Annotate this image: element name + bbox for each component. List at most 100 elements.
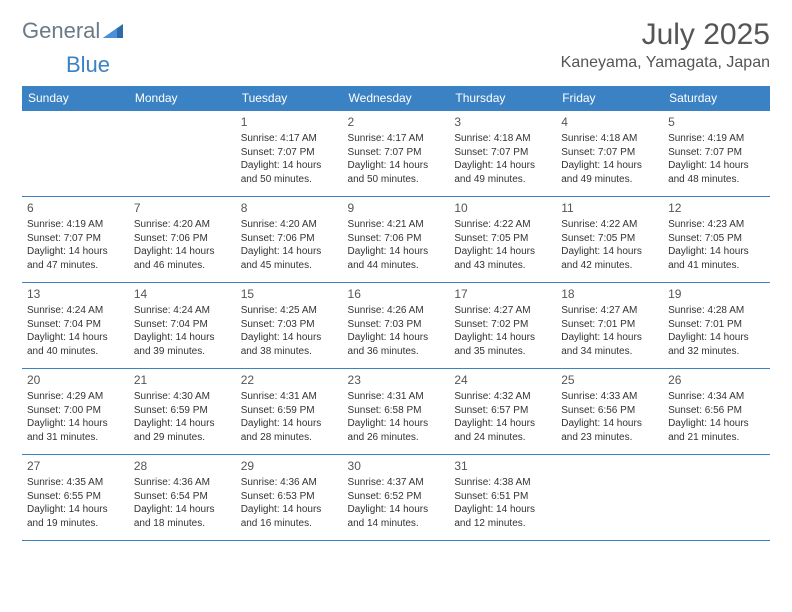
calendar-cell: 26Sunrise: 4:34 AMSunset: 6:56 PMDayligh… xyxy=(663,369,770,455)
day-number: 1 xyxy=(241,114,338,130)
daylight-text: and 50 minutes. xyxy=(241,173,338,187)
sunrise-text: Sunrise: 4:24 AM xyxy=(134,304,231,318)
daylight-text: Daylight: 14 hours xyxy=(348,503,445,517)
day-header: Wednesday xyxy=(343,86,450,111)
day-number: 29 xyxy=(241,458,338,474)
daylight-text: Daylight: 14 hours xyxy=(454,503,551,517)
sunset-text: Sunset: 7:03 PM xyxy=(348,318,445,332)
sunset-text: Sunset: 7:07 PM xyxy=(241,146,338,160)
sunset-text: Sunset: 7:07 PM xyxy=(348,146,445,160)
sunset-text: Sunset: 7:06 PM xyxy=(348,232,445,246)
sunset-text: Sunset: 6:54 PM xyxy=(134,490,231,504)
sunrise-text: Sunrise: 4:31 AM xyxy=(348,390,445,404)
daylight-text: Daylight: 14 hours xyxy=(561,159,658,173)
calendar-cell: 4Sunrise: 4:18 AMSunset: 7:07 PMDaylight… xyxy=(556,111,663,197)
calendar-cell: 31Sunrise: 4:38 AMSunset: 6:51 PMDayligh… xyxy=(449,455,556,541)
sunrise-text: Sunrise: 4:17 AM xyxy=(348,132,445,146)
day-number: 16 xyxy=(348,286,445,302)
calendar-cell: 27Sunrise: 4:35 AMSunset: 6:55 PMDayligh… xyxy=(22,455,129,541)
daylight-text: Daylight: 14 hours xyxy=(27,245,124,259)
daylight-text: and 48 minutes. xyxy=(668,173,765,187)
daylight-text: Daylight: 14 hours xyxy=(27,331,124,345)
sunset-text: Sunset: 7:05 PM xyxy=(668,232,765,246)
sunset-text: Sunset: 7:07 PM xyxy=(454,146,551,160)
day-header: Thursday xyxy=(449,86,556,111)
day-number: 2 xyxy=(348,114,445,130)
daylight-text: Daylight: 14 hours xyxy=(348,331,445,345)
sunset-text: Sunset: 7:00 PM xyxy=(27,404,124,418)
sunrise-text: Sunrise: 4:27 AM xyxy=(561,304,658,318)
sunrise-text: Sunrise: 4:33 AM xyxy=(561,390,658,404)
daylight-text: Daylight: 14 hours xyxy=(134,331,231,345)
daylight-text: and 24 minutes. xyxy=(454,431,551,445)
daylight-text: and 43 minutes. xyxy=(454,259,551,273)
day-number: 21 xyxy=(134,372,231,388)
day-number: 20 xyxy=(27,372,124,388)
daylight-text: and 49 minutes. xyxy=(454,173,551,187)
daylight-text: Daylight: 14 hours xyxy=(241,503,338,517)
sunrise-text: Sunrise: 4:26 AM xyxy=(348,304,445,318)
sunset-text: Sunset: 6:53 PM xyxy=(241,490,338,504)
calendar-cell: 3Sunrise: 4:18 AMSunset: 7:07 PMDaylight… xyxy=(449,111,556,197)
day-number: 7 xyxy=(134,200,231,216)
day-number: 4 xyxy=(561,114,658,130)
daylight-text: and 39 minutes. xyxy=(134,345,231,359)
sunset-text: Sunset: 7:01 PM xyxy=(668,318,765,332)
daylight-text: Daylight: 14 hours xyxy=(454,245,551,259)
calendar-table: SundayMondayTuesdayWednesdayThursdayFrid… xyxy=(22,86,770,541)
sunset-text: Sunset: 7:06 PM xyxy=(241,232,338,246)
calendar-body: 1Sunrise: 4:17 AMSunset: 7:07 PMDaylight… xyxy=(22,111,770,541)
day-number: 5 xyxy=(668,114,765,130)
daylight-text: and 42 minutes. xyxy=(561,259,658,273)
calendar-cell: 18Sunrise: 4:27 AMSunset: 7:01 PMDayligh… xyxy=(556,283,663,369)
day-header: Tuesday xyxy=(236,86,343,111)
calendar-week-row: 27Sunrise: 4:35 AMSunset: 6:55 PMDayligh… xyxy=(22,455,770,541)
daylight-text: Daylight: 14 hours xyxy=(241,159,338,173)
daylight-text: Daylight: 14 hours xyxy=(348,417,445,431)
daylight-text: Daylight: 14 hours xyxy=(348,159,445,173)
sunrise-text: Sunrise: 4:20 AM xyxy=(241,218,338,232)
calendar-cell: 10Sunrise: 4:22 AMSunset: 7:05 PMDayligh… xyxy=(449,197,556,283)
daylight-text: and 28 minutes. xyxy=(241,431,338,445)
daylight-text: Daylight: 14 hours xyxy=(348,245,445,259)
sunset-text: Sunset: 7:05 PM xyxy=(454,232,551,246)
sunrise-text: Sunrise: 4:32 AM xyxy=(454,390,551,404)
sunrise-text: Sunrise: 4:19 AM xyxy=(27,218,124,232)
daylight-text: and 19 minutes. xyxy=(27,517,124,531)
day-number: 24 xyxy=(454,372,551,388)
calendar-cell: 12Sunrise: 4:23 AMSunset: 7:05 PMDayligh… xyxy=(663,197,770,283)
day-number: 26 xyxy=(668,372,765,388)
daylight-text: Daylight: 14 hours xyxy=(668,245,765,259)
sunset-text: Sunset: 6:59 PM xyxy=(241,404,338,418)
sunset-text: Sunset: 6:57 PM xyxy=(454,404,551,418)
day-number: 9 xyxy=(348,200,445,216)
daylight-text: and 21 minutes. xyxy=(668,431,765,445)
sunrise-text: Sunrise: 4:24 AM xyxy=(27,304,124,318)
sunset-text: Sunset: 6:56 PM xyxy=(561,404,658,418)
sunrise-text: Sunrise: 4:34 AM xyxy=(668,390,765,404)
sunrise-text: Sunrise: 4:21 AM xyxy=(348,218,445,232)
sunrise-text: Sunrise: 4:29 AM xyxy=(27,390,124,404)
sunset-text: Sunset: 7:06 PM xyxy=(134,232,231,246)
daylight-text: Daylight: 14 hours xyxy=(454,331,551,345)
sunrise-text: Sunrise: 4:23 AM xyxy=(668,218,765,232)
sunrise-text: Sunrise: 4:18 AM xyxy=(454,132,551,146)
daylight-text: Daylight: 14 hours xyxy=(27,417,124,431)
daylight-text: and 12 minutes. xyxy=(454,517,551,531)
daylight-text: and 45 minutes. xyxy=(241,259,338,273)
daylight-text: and 47 minutes. xyxy=(27,259,124,273)
sunrise-text: Sunrise: 4:25 AM xyxy=(241,304,338,318)
day-number: 14 xyxy=(134,286,231,302)
sunset-text: Sunset: 7:02 PM xyxy=(454,318,551,332)
logo-text-b: Blue xyxy=(66,52,110,78)
daylight-text: Daylight: 14 hours xyxy=(668,159,765,173)
day-header: Sunday xyxy=(22,86,129,111)
day-number: 10 xyxy=(454,200,551,216)
sunset-text: Sunset: 6:59 PM xyxy=(134,404,231,418)
daylight-text: and 32 minutes. xyxy=(668,345,765,359)
logo-triangle-icon xyxy=(103,18,123,44)
daylight-text: Daylight: 14 hours xyxy=(27,503,124,517)
day-number: 11 xyxy=(561,200,658,216)
daylight-text: Daylight: 14 hours xyxy=(134,503,231,517)
day-number: 15 xyxy=(241,286,338,302)
